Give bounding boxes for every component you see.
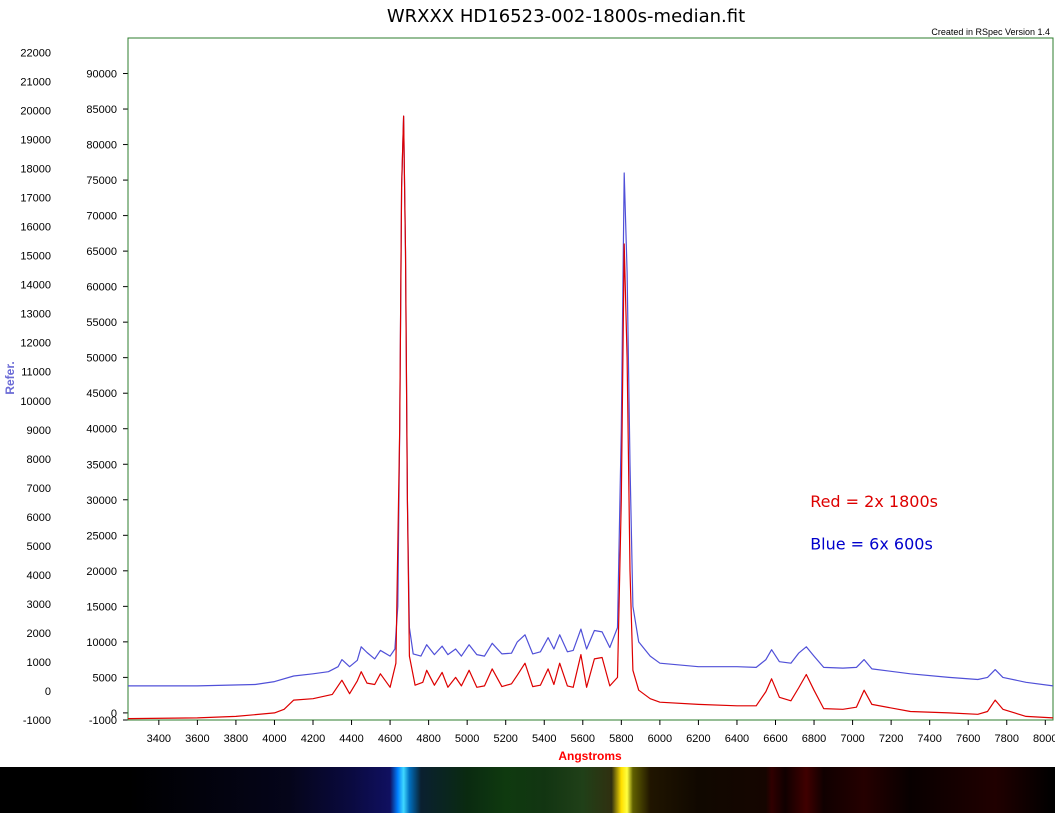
series-layer: [127, 115, 1054, 720]
outer-y-tick-label: 21000: [20, 77, 51, 89]
outer-y-tick-label: 2000: [27, 628, 51, 640]
outer-y-tick-label: 5000: [27, 541, 51, 553]
x-tick-label: 6400: [725, 733, 749, 745]
outer-y-tick-label: 20000: [20, 106, 51, 118]
outer-y-tick-label: 4000: [27, 570, 51, 582]
x-axis-label: Angstroms: [558, 749, 622, 763]
x-tick-label: 7600: [956, 733, 980, 745]
inner-y-tick-label: 20000: [86, 566, 117, 578]
legend-annotation: Blue = 6x 600s: [810, 535, 933, 554]
inner-y-tick-label: 5000: [93, 672, 117, 684]
x-tick-label: 4800: [416, 733, 440, 745]
spectrum-strip: [128, 767, 1053, 813]
outer-y-tick-label: 8000: [27, 454, 51, 466]
outer-y-tick-label: 0: [45, 686, 51, 698]
x-tick-label: 6800: [802, 733, 826, 745]
x-tick-label: 5000: [455, 733, 479, 745]
outer-y-tick-label: 19000: [20, 135, 51, 147]
x-tick-label: 7800: [995, 733, 1019, 745]
outer-y-tick-label: 11000: [21, 367, 51, 379]
x-tick-label: 4600: [378, 733, 402, 745]
inner-y-tick-label: 10000: [86, 637, 117, 649]
outer-y-tick-label: -1000: [23, 715, 51, 727]
outer-y-tick-label: 17000: [20, 193, 51, 205]
legend-annotations: Red = 2x 1800s Blue = 6x 600s: [810, 492, 938, 554]
inner-y-tick-label: 50000: [86, 353, 117, 365]
inner-y-tick-label: 90000: [86, 69, 117, 81]
x-tick-label: 3800: [224, 733, 248, 745]
outer-y-tick-label: 22000: [20, 48, 51, 60]
x-tick-label: 8000: [1033, 733, 1055, 745]
x-tick-label: 3600: [185, 733, 209, 745]
x-tick-label: 6200: [686, 733, 710, 745]
inner-y-tick-label: 60000: [86, 282, 117, 294]
outer-y-tick-label: 18000: [20, 164, 51, 176]
inner-y-tick-label: 45000: [86, 388, 117, 400]
x-tick-label: 6000: [648, 733, 672, 745]
inner-y-tick-label: 15000: [86, 601, 117, 613]
inner-y-axis: -10000 5000 10000 15000 20000 25000 30000 35000…: [86, 69, 128, 727]
inner-y-tick-label: 85000: [86, 104, 117, 116]
x-tick-label: 7200: [879, 733, 903, 745]
series-line-blue: [128, 115, 1054, 687]
x-tick-label: 5800: [609, 733, 633, 745]
outer-y-tick-label: 16000: [20, 222, 51, 234]
inner-y-tick-label: 25000: [86, 530, 117, 542]
outer-y-tick-label: 1000: [27, 657, 51, 669]
outer-y-tick-label: 9000: [27, 425, 51, 437]
y-axis-label: Refer.: [3, 361, 17, 394]
inner-y-tick-label: 40000: [86, 424, 117, 436]
outer-y-tick-label: 13000: [20, 309, 51, 321]
x-tick-label: 5400: [532, 733, 556, 745]
chart-title: WRXXX HD16523-002-1800s-median.fit: [387, 6, 745, 27]
x-tick-label: 4400: [339, 733, 363, 745]
inner-y-tick-label: 65000: [86, 246, 117, 258]
outer-y-tick-label: 15000: [20, 251, 51, 263]
inner-y-tick-label: 70000: [86, 211, 117, 223]
inner-y-tick-label: 35000: [86, 459, 117, 471]
x-tick-label: 5600: [571, 733, 595, 745]
inner-y-tick-label: 75000: [86, 175, 117, 187]
legend-annotation: Red = 2x 1800s: [810, 492, 938, 511]
plot-area: [127, 37, 1054, 721]
outer-y-tick-label: 7000: [27, 483, 51, 495]
outer-y-tick-label: 10000: [20, 396, 51, 408]
inner-y-tick-label: 30000: [86, 495, 117, 507]
x-axis: 3400 3600 3800 4000 4200 4400 4600 4800 5000 5200…: [147, 720, 1055, 745]
x-tick-label: 3400: [147, 733, 171, 745]
inner-y-tick-label: 55000: [86, 317, 117, 329]
x-tick-label: 5200: [493, 733, 517, 745]
outer-y-tick-label: 12000: [20, 338, 51, 350]
outer-y-tick-label: 14000: [20, 280, 51, 292]
inner-y-tick-label: 80000: [86, 140, 117, 152]
inner-y-tick-label: 0: [111, 708, 117, 720]
x-tick-label: 4000: [262, 733, 286, 745]
outer-y-tick-label: 6000: [27, 512, 51, 524]
outer-y-tick-label: 3000: [27, 599, 51, 611]
x-tick-label: 4200: [301, 733, 325, 745]
x-tick-label: 6600: [763, 733, 787, 745]
inner-y-tick-label: -1000: [89, 715, 117, 727]
x-tick-label: 7000: [840, 733, 864, 745]
outer-y-axis: -1000 0 1000 2000 3000 4000 5000 6000 7000 8000 90…: [20, 48, 51, 727]
x-tick-label: 7400: [917, 733, 941, 745]
series-line-red: [127, 115, 1054, 720]
credit-label: Created in RSpec Version 1.4: [931, 27, 1050, 37]
